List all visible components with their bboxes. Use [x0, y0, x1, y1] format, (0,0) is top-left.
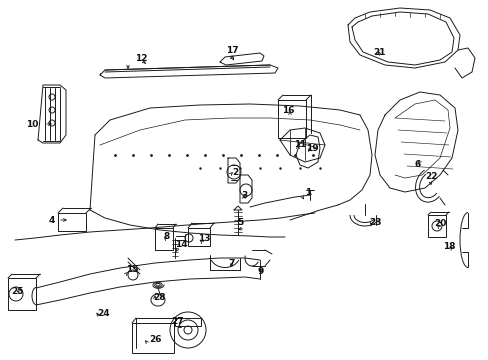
Text: 15: 15: [125, 266, 138, 274]
Text: 16: 16: [281, 105, 294, 114]
Text: 7: 7: [228, 258, 235, 267]
Text: 22: 22: [425, 171, 437, 180]
Text: 9: 9: [257, 266, 264, 275]
Bar: [278, 100, 305, 138]
Text: 11: 11: [293, 140, 305, 149]
Text: 17: 17: [225, 45, 238, 54]
Text: 3: 3: [241, 190, 246, 199]
Text: 10: 10: [26, 120, 38, 129]
Bar: [427, 215, 445, 237]
Text: 13: 13: [197, 234, 210, 243]
Text: 18: 18: [442, 242, 454, 251]
Text: 4: 4: [49, 216, 55, 225]
Text: 20: 20: [433, 219, 445, 228]
Bar: [58, 213, 86, 231]
Text: 27: 27: [171, 318, 184, 327]
Text: 25: 25: [12, 288, 24, 297]
Bar: [132, 323, 174, 353]
Text: 2: 2: [231, 167, 238, 176]
Text: 5: 5: [236, 217, 243, 226]
Bar: [175, 318, 201, 326]
Text: 24: 24: [98, 310, 110, 319]
Bar: [155, 228, 173, 250]
Text: 19: 19: [305, 144, 318, 153]
Text: 21: 21: [373, 48, 386, 57]
Bar: [187, 228, 209, 246]
Text: 6: 6: [414, 159, 420, 168]
Text: 14: 14: [174, 239, 187, 248]
Text: 8: 8: [163, 231, 170, 240]
Text: 28: 28: [153, 292, 166, 302]
Text: 26: 26: [148, 336, 161, 345]
Text: 23: 23: [368, 217, 381, 226]
Text: 12: 12: [135, 54, 147, 63]
Text: 1: 1: [304, 188, 310, 197]
Bar: [8, 278, 36, 310]
